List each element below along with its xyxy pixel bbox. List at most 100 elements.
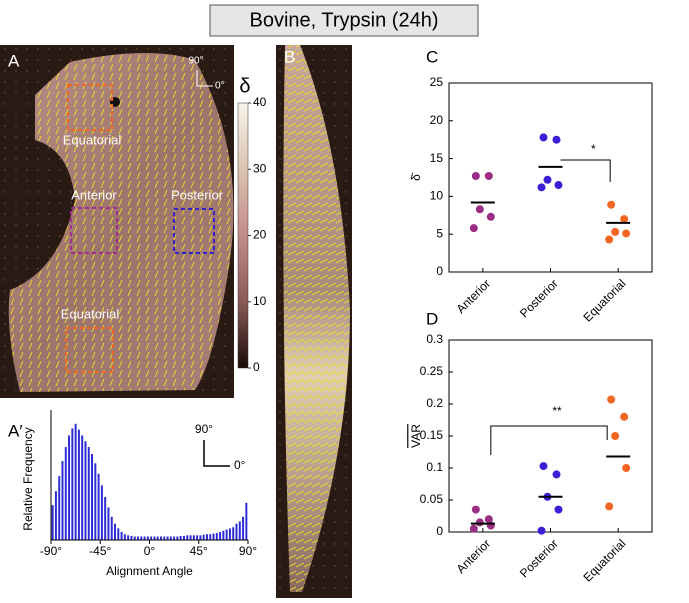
bar xyxy=(166,536,169,540)
y-tick-label: 0.25 xyxy=(420,364,444,378)
dot xyxy=(611,432,620,440)
dot xyxy=(554,181,563,190)
bar xyxy=(54,491,57,540)
orientation-label: 0° xyxy=(234,458,246,472)
dot xyxy=(554,505,563,514)
dot xyxy=(605,235,614,244)
y-tick-label: 15 xyxy=(430,151,444,165)
bar xyxy=(232,527,235,540)
dot xyxy=(611,227,620,236)
bar xyxy=(199,535,202,540)
colorbar-tick-label: 30 xyxy=(253,161,267,175)
bar xyxy=(61,460,64,540)
y-tick-label: 0 xyxy=(436,524,443,538)
dot xyxy=(537,526,546,535)
y-tick-label: 5 xyxy=(436,226,443,240)
bar xyxy=(173,536,176,540)
bar xyxy=(225,529,228,540)
bar xyxy=(58,476,61,540)
bar xyxy=(182,535,185,540)
y-tick-label: 0.2 xyxy=(426,396,443,410)
bar xyxy=(81,435,84,540)
bar xyxy=(215,533,218,540)
y-tick-label: 25 xyxy=(430,75,444,89)
bar xyxy=(238,521,241,540)
dot xyxy=(475,205,484,214)
dot xyxy=(622,464,631,472)
significance-bracket xyxy=(490,425,608,455)
significance-label: ** xyxy=(552,404,562,418)
bar xyxy=(104,497,107,540)
panel-label: C xyxy=(426,47,438,66)
dot xyxy=(469,224,478,233)
dot xyxy=(471,171,480,180)
x-tick-label: 45° xyxy=(190,544,208,558)
x-tick-label: -45° xyxy=(89,544,111,558)
colorbar-tick-label: 0 xyxy=(253,360,260,374)
bar xyxy=(107,507,110,540)
plot-frame xyxy=(448,339,653,533)
y-tick-label: 10 xyxy=(430,189,444,203)
dot xyxy=(486,212,495,221)
bar xyxy=(228,528,231,540)
bar xyxy=(163,536,166,540)
bar xyxy=(68,435,71,540)
region-label: Anterior xyxy=(71,187,117,202)
region-label: Posterior xyxy=(171,187,224,202)
colorbar-tick-label: 20 xyxy=(253,228,267,242)
orientation-label: 90° xyxy=(195,422,213,436)
bar xyxy=(74,423,77,540)
dot xyxy=(475,518,484,527)
dot xyxy=(552,135,561,144)
bar xyxy=(212,533,215,540)
colorbar-tick-label: 10 xyxy=(253,294,267,308)
colorbar xyxy=(237,102,249,369)
bar xyxy=(64,447,67,540)
x-tick-label: -90° xyxy=(40,544,62,558)
y-tick-label: 0.1 xyxy=(426,460,443,474)
bar xyxy=(110,516,113,540)
y-axis-label: Relative Frequency xyxy=(21,427,35,530)
bar xyxy=(71,428,74,540)
dot xyxy=(539,133,548,142)
region-label: Equatorial xyxy=(63,132,122,147)
panel-label: A′ xyxy=(8,421,23,440)
bar xyxy=(245,502,248,540)
significance-bracket xyxy=(560,159,611,182)
x-axis-label: Alignment Angle xyxy=(106,564,193,578)
x-tick-label: Anterior xyxy=(454,536,494,576)
panel-label: B xyxy=(284,47,295,66)
bar xyxy=(123,534,126,540)
panel-label: D xyxy=(426,309,438,328)
dot xyxy=(622,229,631,238)
dot xyxy=(537,183,546,192)
orientation-label: 90° xyxy=(188,56,203,67)
y-axis-label: VAR xyxy=(409,424,423,448)
bar xyxy=(114,523,117,540)
bar xyxy=(169,536,172,540)
bar xyxy=(179,535,182,540)
dot xyxy=(552,470,561,479)
bar xyxy=(150,536,153,540)
x-tick-label: Anterior xyxy=(454,276,494,316)
bar xyxy=(100,485,103,540)
bar xyxy=(153,536,156,540)
dot xyxy=(607,395,616,404)
bar xyxy=(133,536,136,540)
x-tick-label: 90° xyxy=(239,544,257,558)
bar xyxy=(87,447,90,540)
bar xyxy=(196,535,199,540)
bar xyxy=(120,531,123,540)
bar xyxy=(176,536,179,540)
y-axis-label: δ̄ xyxy=(409,172,423,181)
y-tick-label: 0.3 xyxy=(426,332,443,346)
bar xyxy=(189,535,192,540)
bar xyxy=(205,534,208,540)
bar xyxy=(140,536,143,540)
colorbar-label: δ xyxy=(239,75,250,97)
dot xyxy=(484,515,493,524)
bar xyxy=(84,441,87,540)
bar xyxy=(242,516,245,540)
x-tick-label: Equatorial xyxy=(580,276,628,324)
